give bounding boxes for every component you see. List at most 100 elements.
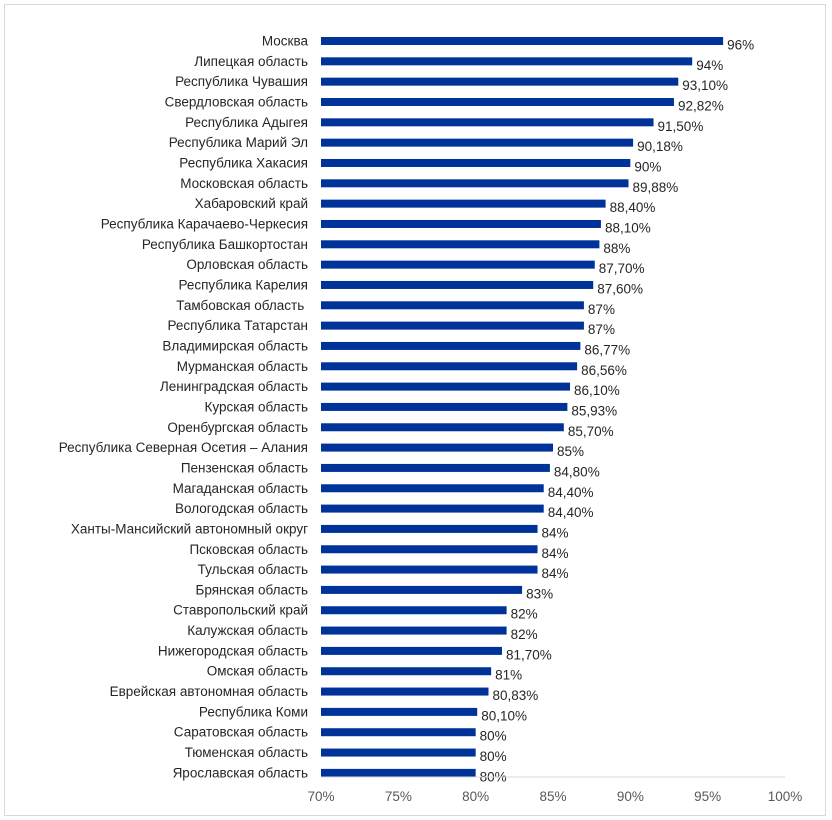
data-label: 93,10% xyxy=(682,78,728,93)
data-label: 87,60% xyxy=(597,281,643,296)
category-label: Республика Карачаево-Черкесия xyxy=(101,216,308,231)
bar xyxy=(321,362,578,371)
category-label: Мурманская область xyxy=(177,359,308,374)
category-label: Нижегородская область xyxy=(158,643,308,658)
bar xyxy=(321,484,544,493)
bar xyxy=(321,118,654,127)
data-label: 81,70% xyxy=(506,647,552,662)
category-label: Еврейская автономная область xyxy=(110,684,308,699)
category-label: Калужская область xyxy=(187,623,308,638)
bar xyxy=(321,37,724,45)
bar xyxy=(321,199,606,208)
bar xyxy=(321,463,550,472)
category-label: Тамбовская область xyxy=(176,298,308,313)
bar xyxy=(321,565,538,574)
bar xyxy=(321,443,553,452)
x-tick-label: 75% xyxy=(385,789,412,804)
bar xyxy=(321,280,594,289)
bar xyxy=(321,97,674,106)
data-label: 81% xyxy=(495,668,522,683)
data-label: 88% xyxy=(603,241,630,256)
data-label: 83% xyxy=(526,586,553,601)
category-label: Ставропольский край xyxy=(173,603,308,618)
data-label: 84% xyxy=(542,525,569,540)
data-label: 90,18% xyxy=(637,139,683,154)
bar xyxy=(321,179,629,188)
category-label: Брянская область xyxy=(196,582,309,597)
data-label: 94% xyxy=(696,58,723,73)
data-label: 85,93% xyxy=(571,403,617,418)
category-label: Свердловская область xyxy=(165,94,308,109)
data-label: 88,40% xyxy=(610,200,656,215)
category-label: Ярославская область xyxy=(173,765,308,780)
bar xyxy=(321,667,492,676)
category-label: Псковская область xyxy=(189,542,308,557)
data-label: 88,10% xyxy=(605,220,651,235)
bar xyxy=(321,260,595,269)
bar xyxy=(321,504,544,513)
bar xyxy=(321,585,523,594)
category-label: Саратовская область xyxy=(174,725,308,740)
data-label: 87% xyxy=(588,322,615,337)
bar xyxy=(321,240,600,249)
category-label: Республика Чувашия xyxy=(175,74,308,89)
bar xyxy=(321,382,571,391)
data-label: 82% xyxy=(511,607,538,622)
data-label: 84,40% xyxy=(548,505,594,520)
category-label: Тюменская область xyxy=(185,745,308,760)
category-label: Липецкая область xyxy=(194,54,308,69)
x-tick-label: 95% xyxy=(694,789,721,804)
data-label: 89,88% xyxy=(632,180,678,195)
x-tick-label: 90% xyxy=(617,789,644,804)
category-label: Республика Северная Осетия – Алания xyxy=(59,440,308,455)
data-label: 87% xyxy=(588,302,615,317)
data-label: 90% xyxy=(634,159,661,174)
bar xyxy=(321,768,476,777)
category-label: Ленинградская область xyxy=(160,379,308,394)
category-label: Вологодская область xyxy=(175,501,308,516)
data-label: 86,56% xyxy=(581,363,627,378)
bar xyxy=(321,524,538,533)
category-label: Республика Татарстан xyxy=(167,318,308,333)
data-label: 92,82% xyxy=(678,98,724,113)
category-label: Республика Хакасия xyxy=(179,155,308,170)
data-label: 80,83% xyxy=(493,688,539,703)
bar xyxy=(321,728,476,737)
bar xyxy=(321,423,564,432)
category-label: Орловская область xyxy=(186,257,308,272)
data-label: 87,70% xyxy=(599,261,645,276)
bar xyxy=(321,646,502,655)
category-label: Тульская область xyxy=(198,562,308,577)
data-label: 84% xyxy=(542,566,569,581)
data-label: 80% xyxy=(480,749,507,764)
x-tick-label: 100% xyxy=(768,789,803,804)
data-label: 91,50% xyxy=(658,119,704,134)
x-tick-label: 85% xyxy=(539,789,566,804)
category-label: Пензенская область xyxy=(181,460,308,475)
category-label: Республика Карелия xyxy=(178,277,308,292)
bar xyxy=(321,158,631,167)
category-label: Москва xyxy=(262,34,309,49)
bar xyxy=(321,707,478,716)
data-label: 82% xyxy=(511,627,538,642)
bar xyxy=(321,301,584,310)
category-label: Магаданская область xyxy=(173,481,308,496)
category-label: Республика Башкортостан xyxy=(142,237,308,252)
bar xyxy=(321,402,568,411)
bar xyxy=(321,626,507,635)
data-label: 84% xyxy=(542,546,569,561)
category-label: Республика Марий Эл xyxy=(169,135,308,150)
x-tick-label: 70% xyxy=(307,789,334,804)
bar xyxy=(321,77,679,86)
data-label: 85,70% xyxy=(568,424,614,439)
data-label: 80% xyxy=(480,729,507,744)
category-label: Омская область xyxy=(207,664,308,679)
category-label: Московская область xyxy=(180,176,308,191)
data-label: 84,80% xyxy=(554,464,600,479)
category-label: Хабаровский край xyxy=(195,196,308,211)
bar xyxy=(321,219,601,228)
bar xyxy=(321,687,489,696)
bar xyxy=(321,138,634,147)
bar xyxy=(321,321,584,330)
